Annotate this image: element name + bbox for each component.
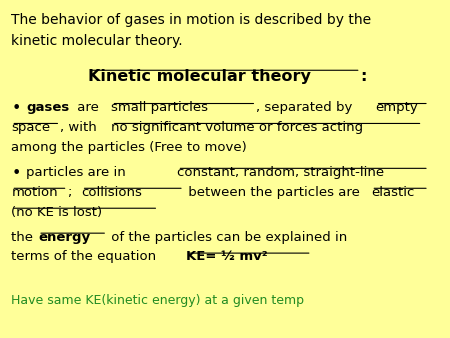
Text: of the particles can be explained in: of the particles can be explained in	[107, 231, 347, 243]
Text: elastic: elastic	[371, 186, 415, 199]
Text: •: •	[11, 101, 21, 116]
Text: terms of the equation: terms of the equation	[11, 250, 161, 263]
Text: KE= ½ mv²: KE= ½ mv²	[186, 250, 268, 263]
Text: particles are in: particles are in	[26, 166, 130, 179]
Text: kinetic molecular theory.: kinetic molecular theory.	[11, 34, 183, 48]
Text: small particles: small particles	[112, 101, 208, 114]
Text: are: are	[73, 101, 103, 114]
Text: constant, random, straight-line: constant, random, straight-line	[177, 166, 385, 179]
Text: the: the	[11, 231, 37, 243]
Text: , with: , with	[60, 121, 101, 134]
Text: :: :	[361, 69, 367, 84]
Text: , separated by: , separated by	[256, 101, 357, 114]
Text: among the particles (Free to move): among the particles (Free to move)	[11, 141, 247, 154]
Text: collisions: collisions	[81, 186, 143, 199]
Text: ;: ;	[68, 186, 76, 199]
Text: Kinetic molecular theory: Kinetic molecular theory	[88, 69, 311, 84]
Text: (no KE is lost): (no KE is lost)	[11, 206, 103, 219]
Text: motion: motion	[11, 186, 58, 199]
Text: The behavior of gases in motion is described by the: The behavior of gases in motion is descr…	[11, 13, 371, 27]
Text: empty: empty	[376, 101, 419, 114]
Text: space: space	[11, 121, 50, 134]
Text: gases: gases	[26, 101, 69, 114]
Text: Have same KE(kinetic energy) at a given temp: Have same KE(kinetic energy) at a given …	[11, 294, 304, 307]
Text: between the particles are: between the particles are	[184, 186, 364, 199]
Text: no significant volume or forces acting: no significant volume or forces acting	[112, 121, 364, 134]
Text: energy: energy	[38, 231, 90, 243]
Text: •: •	[11, 166, 21, 181]
